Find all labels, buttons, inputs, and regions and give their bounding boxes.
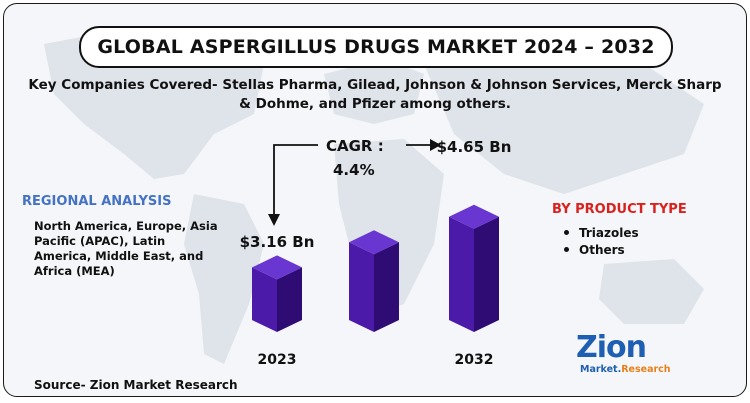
cagr-left-arrowhead-icon — [268, 214, 280, 226]
bar-face-top — [252, 255, 302, 280]
source-text: Source- Zion Market Research — [34, 378, 238, 392]
bar-face-side — [277, 267, 302, 332]
value-label-1: $3.16 Bn — [240, 233, 315, 251]
product-type-list: Triazoles Others — [564, 224, 639, 258]
bullet-icon — [564, 230, 569, 235]
cagr-label: CAGR : — [326, 137, 384, 155]
bar-1 — [252, 255, 302, 332]
bar-3 — [449, 204, 499, 332]
cagr-right-arrowhead-icon — [430, 139, 441, 151]
cagr-left-connector — [273, 144, 318, 221]
x-tick-label-2023: 2023 — [258, 352, 297, 368]
cagr-value: 4.4% — [333, 161, 375, 179]
bullet-icon — [564, 247, 569, 252]
bar-labels-group: 2023 $3.16 Bn 2032 $4.65 Bn — [240, 138, 512, 368]
page-title: GLOBAL ASPERGILLUS DRUGS MARKET 2024 – 2… — [79, 26, 673, 68]
map-asia — [424, 44, 704, 194]
infographic-frame: GLOBAL ASPERGILLUS DRUGS MARKET 2024 – 2… — [3, 3, 747, 397]
map-europe — [324, 59, 424, 124]
bar-face-side — [374, 242, 399, 332]
product-item-triazoles: Triazoles — [564, 224, 639, 241]
map-south-america — [184, 194, 264, 364]
key-companies-text: Key Companies Covered- Stellas Pharma, G… — [28, 77, 722, 112]
x-tick-label-2032: 2032 — [455, 352, 494, 368]
bar-face-front — [449, 216, 474, 332]
value-label-3: $4.65 Bn — [437, 138, 512, 156]
logo-sub-text: Market.Research — [580, 364, 671, 375]
bar-face-side — [474, 216, 499, 332]
bar-face-front — [349, 242, 374, 332]
bar-face-top — [349, 230, 399, 255]
bar-face-top — [449, 204, 499, 229]
market-bar-chart: 2023 $3.16 Bn 2032 $4.65 Bn CAGR : 4.4% — [240, 137, 512, 368]
product-item-others: Others — [564, 241, 639, 258]
bars-group — [252, 204, 499, 332]
product-type-heading: BY PRODUCT TYPE — [552, 202, 687, 217]
regional-analysis-text: North America, Europe, Asia Pacific (APA… — [34, 219, 218, 278]
logo-main-text: Zion — [576, 330, 647, 365]
regional-analysis-heading: REGIONAL ANALYSIS — [22, 194, 172, 209]
map-australia — [599, 259, 704, 324]
bar-2 — [349, 230, 399, 332]
zion-logo: Zion Market.Research — [576, 330, 671, 380]
bar-face-front — [252, 267, 277, 332]
